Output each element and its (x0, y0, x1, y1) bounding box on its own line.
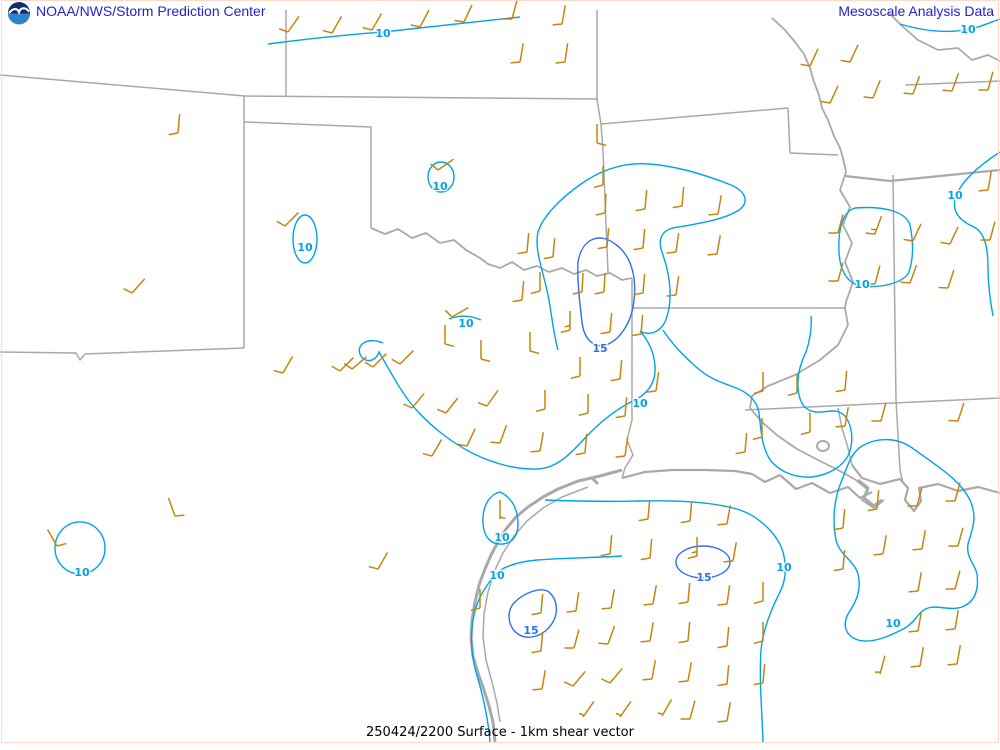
shear-contours (54, 16, 1000, 743)
contour-label: 15 (523, 624, 538, 637)
contour-label: 10 (947, 189, 963, 202)
contour-label: 10 (297, 241, 313, 254)
noaa-logo-icon (8, 2, 30, 25)
contour-label: 10 (885, 617, 901, 630)
page-title: NOAA/NWS/Storm Prediction Center (36, 3, 266, 19)
header-right-title: Mesoscale Analysis Data (838, 3, 994, 19)
contour-label: 10 (458, 317, 474, 330)
contour-label: 10 (854, 278, 870, 291)
contour-label: 15 (696, 571, 711, 584)
state-boundaries (0, 10, 1000, 743)
contour-label: 10 (960, 23, 976, 36)
contour-label: 10 (375, 27, 391, 40)
contour-label: 10 (494, 531, 510, 544)
contour-label: 10 (432, 180, 448, 193)
wind-barbs (46, 0, 996, 723)
contour-labels: 10 10 10 10 10 10 10 10 10 10 10 10 10 15 15 15 (73, 22, 977, 639)
map-caption: 250424/2200 Surface - 1km shear vector (366, 725, 634, 740)
contour-label: 10 (489, 569, 505, 582)
contour-label: 10 (632, 397, 648, 410)
contour-label: 10 (74, 566, 90, 579)
contour-label: 15 (592, 342, 607, 355)
contour-label: 10 (776, 561, 792, 574)
